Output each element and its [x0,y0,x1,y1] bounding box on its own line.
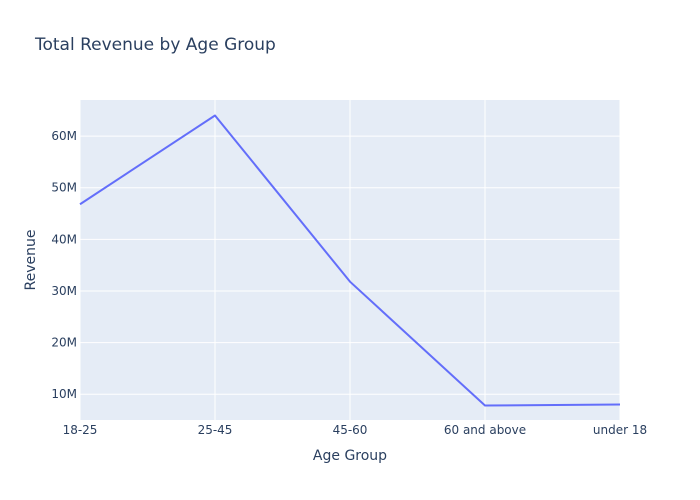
y-tick-label: 10M [51,387,77,401]
chart-title: Total Revenue by Age Group [34,35,276,55]
x-axis-ticks: 18-25 25-45 45-60 60 and above under 18 [63,423,648,437]
y-axis-title: Revenue [23,230,39,291]
y-tick-label: 60M [51,129,77,143]
y-tick-label: 50M [51,181,77,195]
x-tick-label: under 18 [593,423,647,437]
series-group [79,114,621,407]
y-tick-label: 30M [51,284,77,298]
x-tick-label: 45-60 [333,423,368,437]
x-tick-label: 60 and above [444,423,526,437]
y-axis-ticks: 10M 20M 30M 40M 50M 60M [51,129,77,401]
y-tick-label: 20M [51,336,77,350]
x-axis-title: Age Group [313,448,387,464]
x-tick-label: 18-25 [63,423,98,437]
x-tick-label: 25-45 [198,423,233,437]
y-tick-label: 40M [51,232,77,246]
gridlines [79,100,621,420]
